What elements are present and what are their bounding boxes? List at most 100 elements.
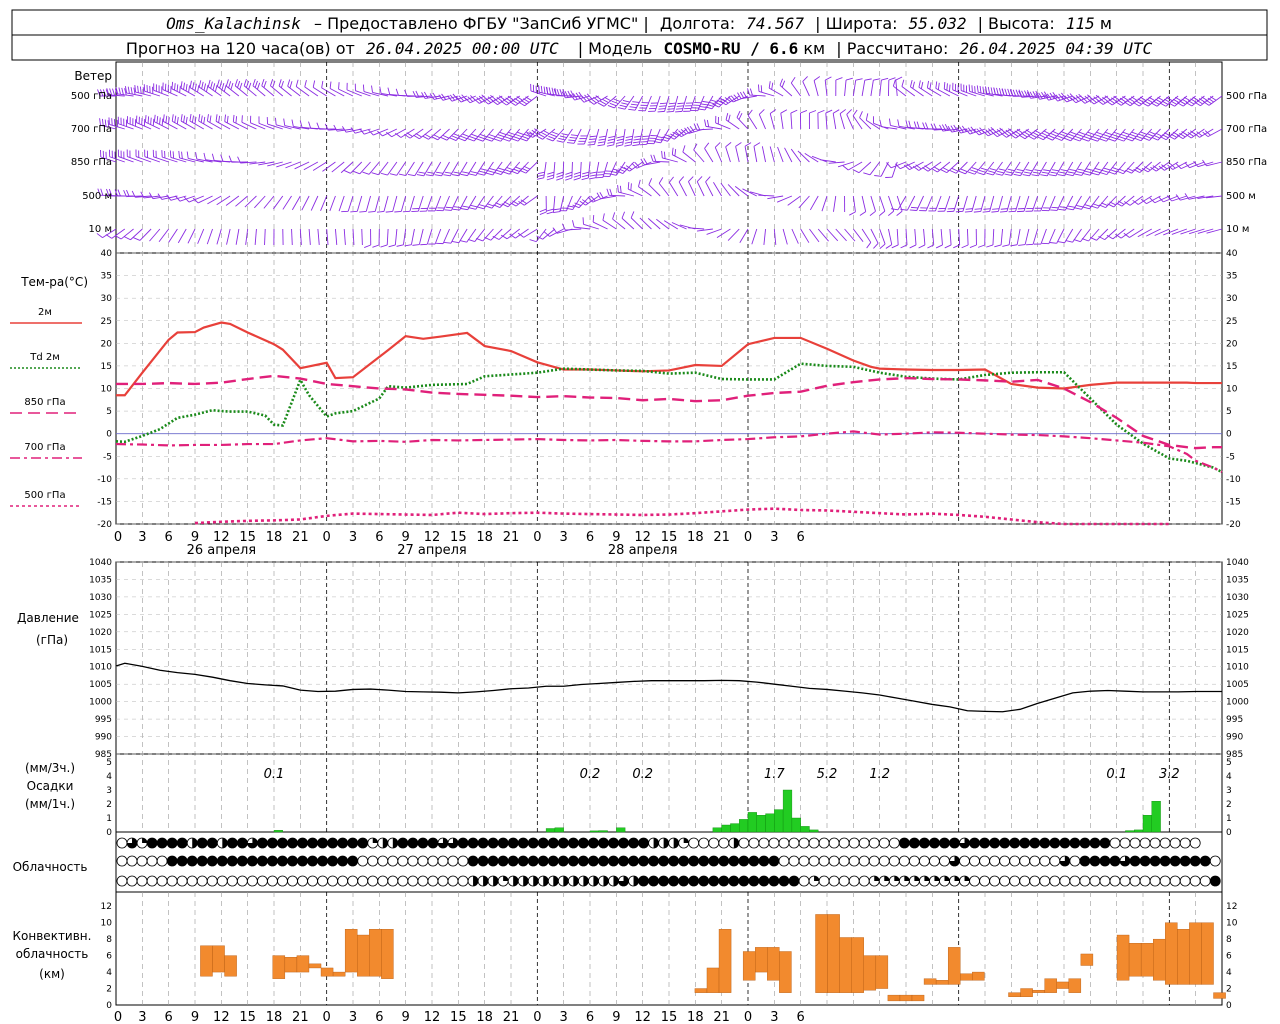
wind-barb: [338, 82, 354, 97]
wind-barb-feather: [1051, 206, 1059, 209]
wind-barb-feather: [1073, 138, 1080, 142]
cloud-symbol: [628, 875, 639, 887]
wind-barb-feather: [930, 123, 935, 131]
wind-barb-feather: [476, 206, 484, 210]
wind-barb-feather: [885, 244, 892, 249]
cloud-circle: [136, 855, 148, 867]
wind-barb: [124, 228, 143, 241]
cloud-symbol: [397, 855, 409, 867]
wind-barb: [666, 95, 679, 113]
wind-barb-feather: [1101, 169, 1109, 173]
wind-barb-feather: [429, 93, 435, 100]
wind-barb-feather: [1066, 173, 1074, 177]
wind-barb-feather: [178, 150, 180, 158]
cloud-symbol: [206, 875, 218, 887]
wind-barb-feather: [581, 199, 589, 204]
conv-cloud-bar: [1153, 938, 1166, 981]
wind-level-label: 500 м: [82, 191, 112, 202]
wind-barb-feather: [523, 98, 530, 103]
temp-y-tick: -20: [1226, 520, 1241, 530]
wind-barb-shaft: [1206, 161, 1223, 167]
wind-barb-feather: [629, 106, 637, 109]
wind-barb: [640, 158, 661, 166]
precip-bar: [774, 809, 784, 833]
cloud-symbol: [1069, 875, 1081, 887]
wind-barb-feather: [546, 211, 554, 215]
wind-barb: [215, 114, 231, 130]
wind-barb-shaft: [923, 228, 926, 245]
wind-barb-feather: [161, 118, 164, 126]
wind-barb-feather: [209, 115, 212, 123]
wind-barb-feather: [1000, 132, 1007, 138]
wind-barb-shaft: [216, 195, 231, 206]
cloud-symbol: [257, 855, 268, 867]
cloud-symbol: [828, 855, 840, 867]
cloud-symbol: [477, 875, 489, 887]
wind-barb-shaft: [542, 228, 556, 240]
wind-barb-feather: [825, 109, 833, 114]
wind-barb-feather: [949, 169, 957, 174]
wind-barb: [518, 195, 538, 206]
wind-barb-shaft: [276, 124, 292, 130]
wind-barb-feather: [670, 133, 677, 138]
wind-barb: [909, 228, 917, 249]
wind-barb-feather: [539, 211, 547, 216]
wind-barb-shaft: [254, 195, 266, 209]
wind-barb: [243, 79, 257, 97]
wind-barb: [436, 228, 450, 245]
wind-barb: [874, 161, 889, 177]
wind-barb-shaft: [355, 90, 371, 97]
wind-barb-feather: [1193, 132, 1200, 138]
hour-tick-label: 15: [661, 530, 678, 545]
cloud-symbol: [1119, 855, 1131, 867]
wind-barb-feather: [606, 188, 610, 196]
wind-barb-feather: [619, 185, 622, 193]
cloud-symbol: [126, 837, 138, 849]
wind-barb-feather: [561, 91, 566, 98]
wind-barb-feather: [485, 138, 493, 142]
wind-barb-feather: [197, 85, 200, 93]
cloud-symbol: [166, 837, 178, 849]
temperature-chart: [115, 321, 1223, 526]
wind-barb-shaft: [890, 125, 907, 130]
hour-tick-label: 6: [586, 1010, 594, 1024]
wind-barb-feather: [239, 82, 243, 90]
wind-barb-feather: [1209, 96, 1217, 101]
wind-barb-shaft: [900, 161, 915, 170]
wind-barb-feather: [1176, 102, 1184, 107]
conv-cloud-bar: [742, 951, 756, 981]
hour-tick-label: 15: [450, 1010, 467, 1024]
wind-barb-feather: [453, 133, 461, 137]
wind-barb-feather: [502, 138, 510, 142]
wind-barb: [978, 228, 986, 248]
cloud-symbol: [447, 855, 459, 867]
wind-barb-feather: [423, 91, 429, 99]
wind-barb-feather: [702, 100, 710, 103]
wind-barb: [804, 152, 819, 163]
precip-y-tick: 0: [1226, 828, 1232, 838]
wind-barb-feather: [280, 80, 284, 88]
wind-barb: [263, 195, 275, 209]
pressure-y-tick: 1000: [89, 698, 112, 708]
wind-barb-shaft: [869, 161, 881, 176]
wind-barb-shaft: [639, 217, 652, 230]
cloud-circle: [608, 855, 619, 867]
wind-barb-feather: [617, 185, 619, 193]
cloud-symbol: [337, 875, 349, 887]
wind-barb-feather: [1140, 131, 1147, 135]
wind-barb-feather: [1074, 173, 1082, 176]
wind-barb-feather: [1101, 202, 1108, 206]
wind-barb-feather: [185, 84, 188, 92]
wind-barb-feather: [230, 82, 234, 90]
cloud-fill: [683, 838, 689, 843]
conv-cloud-bar: [381, 929, 394, 979]
wind-barb-feather: [686, 126, 692, 133]
conv-cloud-bar: [344, 929, 358, 973]
wind-barb-shaft: [837, 161, 854, 168]
wind-barb: [800, 228, 810, 243]
wind-barb-shaft: [821, 195, 828, 212]
wind-barb: [484, 228, 503, 241]
wind-barb-feather: [278, 79, 282, 87]
wind-barb: [97, 89, 116, 97]
wind-barb-shaft: [378, 161, 389, 175]
